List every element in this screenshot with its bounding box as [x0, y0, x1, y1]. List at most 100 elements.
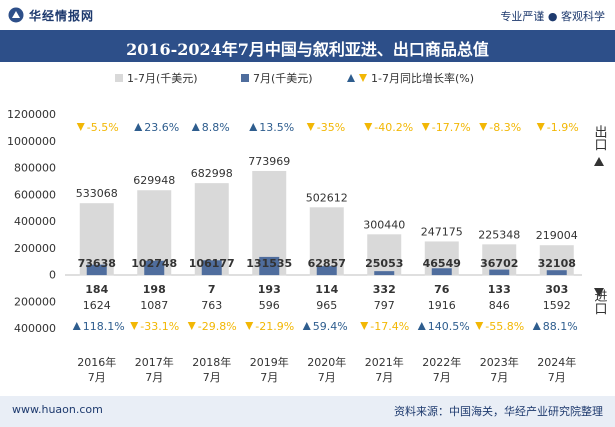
import-monthly-bar: [86, 274, 107, 276]
legend-label-monthly: 7月(千美元): [253, 72, 313, 85]
import-monthly-label: 7: [208, 283, 216, 296]
legend-label-cumulative: 1-7月(千美元): [127, 72, 198, 85]
export-monthly-bar: [144, 260, 165, 275]
export-growth-label: -1.9%: [547, 121, 579, 134]
export-monthly-label: 102748: [131, 257, 177, 270]
y-tick-label: 200000: [14, 295, 56, 308]
export-monthly-bar: [431, 268, 452, 275]
import-monthly-bar: [144, 274, 165, 276]
up-triangle-icon: [417, 322, 426, 330]
import-cumulative-label: 846: [489, 299, 510, 312]
y-tick-label: 800000: [14, 162, 56, 175]
footer-website: www.huaon.com: [12, 403, 103, 416]
brand-name: 华经情报网: [29, 8, 95, 23]
down-triangle-icon: [479, 123, 488, 131]
legend-swatch-monthly: [241, 74, 249, 82]
import-monthly-label: 303: [545, 283, 568, 296]
export-cumulative-bar: [137, 190, 172, 275]
down-triangle-icon: [130, 322, 139, 330]
export-growth-label: 13.5%: [259, 121, 294, 134]
export-growth-label: -35%: [317, 121, 345, 134]
bars: [79, 170, 574, 276]
x-tick-label-month: 7月: [433, 371, 451, 384]
import-monthly-bar: [431, 274, 452, 276]
up-triangle-icon: [302, 322, 311, 330]
import-growth-label: -21.9%: [255, 320, 294, 333]
import-side-label: 进口: [592, 288, 608, 315]
import-monthly-bar: [259, 274, 280, 276]
import-monthly-label: 133: [488, 283, 511, 296]
export-cumulative-label: 300440: [363, 218, 405, 231]
import-growth-label: 140.5%: [428, 320, 470, 333]
down-triangle-icon: [306, 123, 315, 131]
export-side-label: 出口: [592, 125, 607, 166]
import-growth-label: -29.8%: [198, 320, 237, 333]
import-monthly-label: 76: [434, 283, 450, 296]
import-cumulative-label: 797: [374, 299, 395, 312]
huajing-logo-icon: [8, 7, 24, 23]
export-monthly-label: 32108: [538, 257, 576, 270]
down-triangle-icon: [187, 322, 196, 330]
import-growth-label: 59.4%: [313, 320, 348, 333]
import-monthly-bar: [489, 274, 510, 276]
import-growth-label: 118.1%: [83, 320, 125, 333]
import-cumulative-label: 1087: [140, 299, 168, 312]
y-axis: 400000 200000 0 200000 400000 600000 800000 100…: [7, 108, 56, 335]
x-tick-label-month: 7月: [548, 371, 566, 384]
tagline: 专业严谨 ● 客观科学: [500, 10, 605, 23]
import-monthly-bar: [201, 274, 222, 276]
up-triangle-icon: [134, 123, 143, 131]
title-bar: [0, 30, 615, 62]
down-arrow-icon: [594, 288, 604, 297]
export-monthly-bar: [259, 256, 280, 275]
down-triangle-icon: [364, 123, 373, 131]
import-monthly-bar: [546, 274, 567, 276]
y-tick-label: 200000: [14, 242, 56, 255]
import-growth-label: -55.8%: [485, 320, 524, 333]
export-monthly-label: 131535: [246, 257, 292, 270]
side-label-export: 出口: [592, 125, 607, 151]
import-cumulative-label: 1592: [543, 299, 571, 312]
y-tick-label: 0: [49, 269, 56, 282]
import-cumulative-label: 965: [316, 299, 337, 312]
export-monthly-label: 36702: [480, 257, 518, 270]
export-monthly-bar: [316, 266, 337, 275]
x-tick-label-year: 2024年: [537, 355, 576, 369]
side-label-import: 进口: [592, 289, 608, 315]
chart-title: 2016-2024年7月中国与叙利亚进、出口商品总值: [126, 40, 489, 59]
export-monthly-label: 73638: [78, 257, 116, 270]
export-growth-label: 23.6%: [144, 121, 179, 134]
export-cumulative-bar: [309, 207, 344, 275]
export-cumulative-bar: [367, 234, 402, 275]
import-monthly-label: 332: [373, 283, 396, 296]
value-labels: 533068 73638 184 1624 -5.5% 118.1% 629948 10274…: [72, 121, 579, 333]
import-cumulative-label: 1916: [428, 299, 456, 312]
export-growth-label: -17.7%: [432, 121, 471, 134]
up-triangle-icon: [532, 322, 541, 330]
up-triangle-icon: [72, 322, 81, 330]
x-tick-label-year: 2020年: [307, 355, 346, 369]
export-cumulative-bar: [539, 245, 574, 275]
x-tick-label-year: 2018年: [192, 355, 231, 369]
export-cumulative-label: 247175: [421, 225, 463, 238]
export-cumulative-bar: [482, 244, 517, 275]
legend: 1-7月(千美元) 7月(千美元) 1-7月同比增长率(%): [115, 71, 474, 85]
down-triangle-icon: [536, 123, 545, 131]
export-cumulative-bar: [79, 203, 114, 275]
x-tick-label-month: 7月: [375, 371, 393, 384]
export-cumulative-bar: [194, 183, 229, 275]
import-monthly-label: 114: [315, 283, 338, 296]
import-growth-label: 88.1%: [543, 320, 578, 333]
import-cumulative-label: 763: [201, 299, 222, 312]
up-triangle-icon: [249, 123, 258, 131]
x-tick-label-year: 2016年: [77, 355, 116, 369]
legend-down-triangle-icon: [359, 74, 367, 82]
chart: 1-7月(千美元) 7月(千美元) 1-7月同比增长率(%) 400000 200…: [7, 71, 608, 384]
import-monthly-label: 193: [258, 283, 281, 296]
x-tick-label-month: 7月: [318, 371, 336, 384]
down-triangle-icon: [360, 322, 369, 330]
x-tick-label-month: 7月: [203, 371, 221, 384]
up-triangle-icon: [191, 123, 200, 131]
x-tick-label-year: 2022年: [422, 355, 461, 369]
import-growth-label: -17.4%: [370, 320, 409, 333]
